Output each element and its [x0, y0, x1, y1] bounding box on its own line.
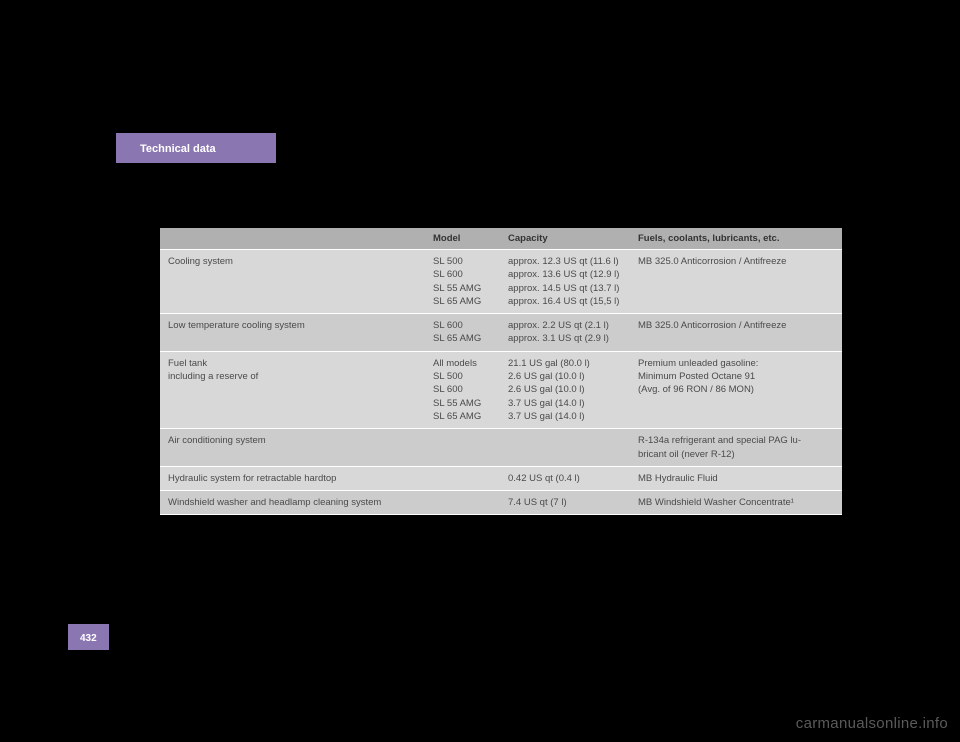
cell-model: SL 600SL 65 AMG [425, 314, 500, 352]
header-capacity: Capacity [500, 228, 630, 250]
cell-capacity: approx. 2.2 US qt (2.1 l)approx. 3.1 US … [500, 314, 630, 352]
section-header-tab: Technical data [116, 133, 276, 163]
cell-model [425, 466, 500, 490]
cell-capacity: 21.1 US gal (80.0 l)2.6 US gal (10.0 l)2… [500, 351, 630, 428]
table-row: Low temperature cooling system SL 600SL … [160, 314, 842, 352]
cell-capacity: approx. 12.3 US qt (11.6 l)approx. 13.6 … [500, 250, 630, 314]
page-number: 432 [80, 633, 97, 644]
cell-system: Air conditioning system [160, 429, 425, 467]
table-row: Windshield washer and headlamp cleaning … [160, 491, 842, 515]
cell-capacity: 0.42 US qt (0.4 l) [500, 466, 630, 490]
cell-fuels: Premium unleaded gasoline:Minimum Posted… [630, 351, 842, 428]
header-model: Model [425, 228, 500, 250]
cell-fuels: MB Hydraulic Fluid [630, 466, 842, 490]
cell-model [425, 491, 500, 515]
header-system-blank [160, 228, 425, 250]
cell-system: Low temperature cooling system [160, 314, 425, 352]
cell-system: Cooling system [160, 250, 425, 314]
cell-system: Fuel tankincluding a reserve of [160, 351, 425, 428]
cell-model [425, 429, 500, 467]
page-number-tab: 432 [68, 624, 109, 650]
cell-capacity: 7.4 US qt (7 l) [500, 491, 630, 515]
header-fuels: Fuels, coolants, lubricants, etc. [630, 228, 842, 250]
table-row: Cooling system SL 500SL 600SL 55 AMGSL 6… [160, 250, 842, 314]
cell-system: Hydraulic system for retractable hardtop [160, 466, 425, 490]
technical-data-table: Model Capacity Fuels, coolants, lubrican… [160, 228, 842, 515]
cell-fuels: MB 325.0 Anticorrosion / Antifreeze [630, 314, 842, 352]
cell-system: Windshield washer and headlamp cleaning … [160, 491, 425, 515]
cell-fuels: MB Windshield Washer Concentrate¹ [630, 491, 842, 515]
cell-model: All modelsSL 500SL 600SL 55 AMGSL 65 AMG [425, 351, 500, 428]
section-title: Technical data [140, 143, 216, 155]
cell-fuels: MB 325.0 Anticorrosion / Antifreeze [630, 250, 842, 314]
cell-model: SL 500SL 600SL 55 AMGSL 65 AMG [425, 250, 500, 314]
table-row: Fuel tankincluding a reserve of All mode… [160, 351, 842, 428]
table-row: Hydraulic system for retractable hardtop… [160, 466, 842, 490]
cell-capacity [500, 429, 630, 467]
cell-fuels: R-134a refrigerant and special PAG lu-br… [630, 429, 842, 467]
table-row: Air conditioning system R-134a refrigera… [160, 429, 842, 467]
watermark-text: carmanualsonline.info [796, 715, 948, 732]
table-header-row: Model Capacity Fuels, coolants, lubrican… [160, 228, 842, 250]
